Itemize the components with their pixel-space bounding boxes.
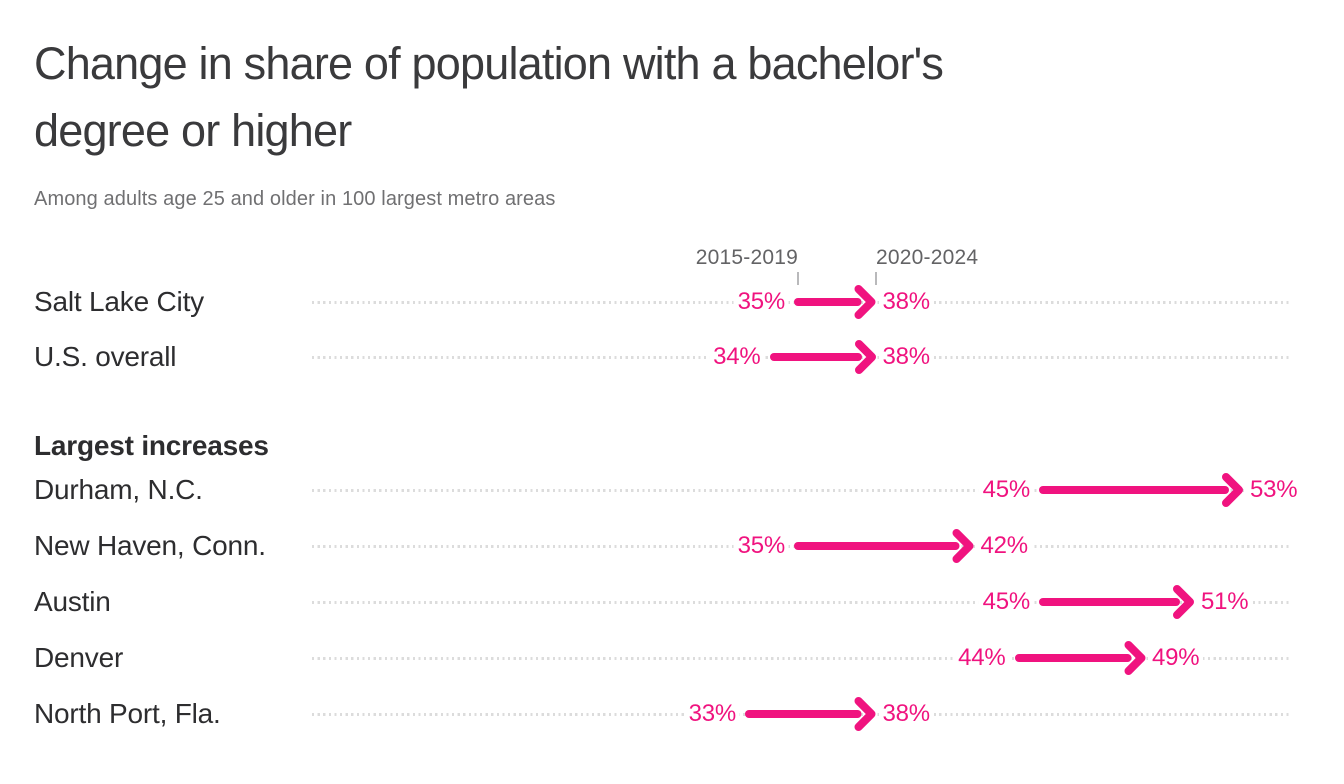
start-value-label: 35% bbox=[733, 288, 789, 316]
start-value-label: 45% bbox=[978, 476, 1034, 504]
row-label: New Haven, Conn. bbox=[34, 530, 266, 561]
end-value-label: 38% bbox=[878, 343, 934, 371]
end-value-label: 38% bbox=[878, 700, 934, 728]
tick-mark-end bbox=[875, 272, 877, 285]
end-value-label: 51% bbox=[1197, 588, 1253, 616]
change-arrow bbox=[794, 529, 974, 563]
change-arrow bbox=[1039, 585, 1194, 619]
row-dotted-line bbox=[312, 601, 1290, 604]
chart-title: Change in share of population with a bac… bbox=[34, 30, 944, 164]
change-arrow bbox=[1014, 641, 1145, 675]
start-value-label: 34% bbox=[709, 343, 765, 371]
row-label: North Port, Fla. bbox=[34, 698, 221, 729]
chart-title-line2: degree or higher bbox=[34, 105, 352, 156]
row-label: U.S. overall bbox=[34, 341, 177, 372]
end-value-label: 42% bbox=[976, 532, 1032, 560]
section-header-largest-increases: Largest increases bbox=[34, 430, 269, 461]
start-value-label: 33% bbox=[684, 700, 740, 728]
period-header-end: 2020-2024 bbox=[876, 246, 979, 269]
end-value-label: 38% bbox=[878, 288, 934, 316]
row-label: Salt Lake City bbox=[34, 286, 204, 317]
row-dotted-line bbox=[312, 489, 1290, 492]
chart-subtitle: Among adults age 25 and older in 100 lar… bbox=[34, 188, 556, 210]
change-arrow bbox=[769, 340, 876, 374]
start-value-label: 45% bbox=[978, 588, 1034, 616]
end-value-label: 53% bbox=[1246, 476, 1302, 504]
end-value-label: 49% bbox=[1148, 644, 1204, 672]
chart-title-line1: Change in share of population with a bac… bbox=[34, 38, 944, 89]
row-dotted-line bbox=[312, 657, 1290, 660]
start-value-label: 35% bbox=[733, 532, 789, 560]
start-value-label: 44% bbox=[954, 644, 1010, 672]
row-label: Denver bbox=[34, 642, 124, 673]
row-label: Austin bbox=[34, 586, 111, 617]
change-arrow bbox=[745, 697, 876, 731]
change-arrow bbox=[794, 285, 876, 319]
change-arrow bbox=[1039, 473, 1243, 507]
row-label: Durham, N.C. bbox=[34, 474, 203, 505]
tick-mark-start bbox=[797, 272, 799, 285]
period-header-start: 2015-2019 bbox=[695, 246, 798, 269]
